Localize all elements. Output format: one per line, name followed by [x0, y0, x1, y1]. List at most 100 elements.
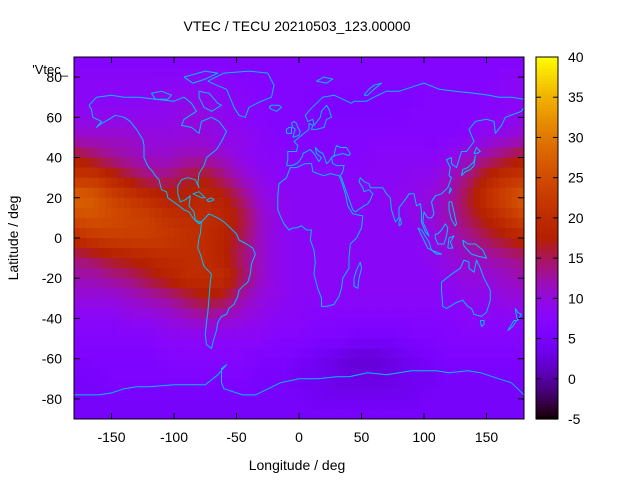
heatmap-cell — [280, 177, 288, 189]
heatmap-cell — [124, 107, 131, 118]
heatmap-cell — [224, 127, 231, 139]
heatmap-cell — [86, 167, 94, 179]
heatmap-cell — [455, 398, 463, 410]
heatmap-cell — [474, 328, 481, 340]
heatmap-cell — [180, 67, 188, 78]
heatmap-cell — [142, 77, 150, 88]
heatmap-cell — [417, 177, 425, 189]
heatmap-cell — [305, 117, 313, 128]
heatmap-cell — [142, 57, 150, 68]
heatmap-cell — [461, 308, 469, 320]
heatmap-cell — [180, 157, 188, 169]
heatmap-cell — [367, 97, 375, 108]
heatmap-cell — [224, 328, 231, 340]
heatmap-cell — [499, 147, 506, 159]
heatmap-cell — [392, 97, 400, 108]
heatmap-cell — [92, 368, 100, 380]
heatmap-cell — [105, 258, 113, 269]
colorbar-band — [536, 361, 558, 366]
heatmap-cell — [255, 147, 263, 159]
coastline-hispaniola — [206, 197, 215, 203]
heatmap-cell — [217, 97, 225, 108]
heatmap-cell — [442, 67, 450, 78]
heatmap-cell — [336, 238, 344, 249]
heatmap-cell — [342, 97, 350, 108]
heatmap-cell — [311, 248, 319, 259]
heatmap-cell — [199, 207, 206, 219]
heatmap-cell — [155, 217, 163, 229]
heatmap-cell — [392, 388, 400, 400]
heatmap-cell — [505, 268, 513, 279]
heatmap-cell — [186, 197, 194, 209]
heatmap-cell — [405, 278, 413, 289]
heatmap-cell — [286, 388, 294, 400]
heatmap-cell — [149, 238, 156, 249]
heatmap-cell — [386, 157, 394, 169]
heatmap-cell — [211, 217, 219, 229]
heatmap-cell — [349, 117, 356, 128]
heatmap-cell — [511, 157, 519, 169]
heatmap-cell — [467, 77, 475, 88]
heatmap-cell — [80, 187, 88, 199]
heatmap-cell — [311, 207, 319, 219]
heatmap-cell — [105, 177, 113, 189]
colorbar-band — [536, 307, 558, 311]
heatmap-cell — [474, 358, 481, 370]
heatmap-cell — [342, 328, 350, 340]
heatmap-cell — [367, 398, 375, 410]
heatmap-cell — [205, 117, 213, 128]
heatmap-cell — [299, 308, 306, 320]
heatmap-cell — [355, 368, 363, 380]
colorbar-band — [536, 244, 558, 248]
heatmap-cell — [330, 378, 338, 390]
heatmap-cell — [286, 97, 294, 108]
heatmap-cell — [155, 107, 163, 118]
heatmap-cell — [274, 318, 281, 330]
heatmap-cell — [417, 117, 425, 128]
heatmap-cell — [349, 238, 356, 249]
heatmap-cell — [405, 268, 413, 279]
heatmap-cell — [355, 398, 363, 410]
heatmap-cell — [124, 137, 131, 149]
heatmap-cell — [124, 147, 131, 159]
heatmap-cell — [186, 147, 194, 159]
coastline-borneo — [434, 223, 449, 245]
heatmap-cell — [274, 278, 281, 289]
heatmap-cell — [224, 368, 231, 380]
heatmap-cell — [292, 107, 300, 118]
heatmap-cell — [324, 127, 331, 139]
heatmap-cell — [274, 157, 281, 169]
heatmap-cell — [249, 308, 256, 320]
heatmap-cell — [211, 378, 219, 390]
heatmap-cell — [324, 197, 331, 209]
heatmap-cell — [99, 217, 106, 229]
heatmap-cell — [330, 288, 338, 299]
heatmap-cell — [367, 177, 375, 189]
heatmap-cell — [355, 207, 363, 219]
heatmap-cell — [92, 268, 100, 279]
heatmap-cell — [367, 358, 375, 370]
heatmap-cell — [405, 348, 413, 360]
heatmap-cell — [336, 87, 344, 98]
heatmap-cell — [486, 187, 494, 199]
heatmap-cell — [386, 308, 394, 320]
heatmap-cell — [399, 217, 406, 229]
heatmap-cell — [374, 197, 381, 209]
heatmap-cell — [142, 227, 150, 239]
heatmap-cell — [392, 207, 400, 219]
heatmap-cell — [324, 97, 331, 108]
heatmap-cell — [299, 147, 306, 159]
heatmap-cell — [92, 67, 100, 78]
heatmap-cell — [505, 238, 513, 249]
heatmap-cell — [330, 398, 338, 410]
heatmap-cell — [142, 87, 150, 98]
heatmap-cell — [261, 157, 269, 169]
heatmap-cell — [142, 318, 150, 330]
heatmap-cell — [480, 398, 488, 410]
heatmap-cell — [174, 87, 181, 98]
heatmap-cell — [211, 358, 219, 370]
heatmap-cell — [492, 207, 500, 219]
heatmap-cell — [224, 197, 231, 209]
heatmap-cell — [167, 368, 175, 380]
